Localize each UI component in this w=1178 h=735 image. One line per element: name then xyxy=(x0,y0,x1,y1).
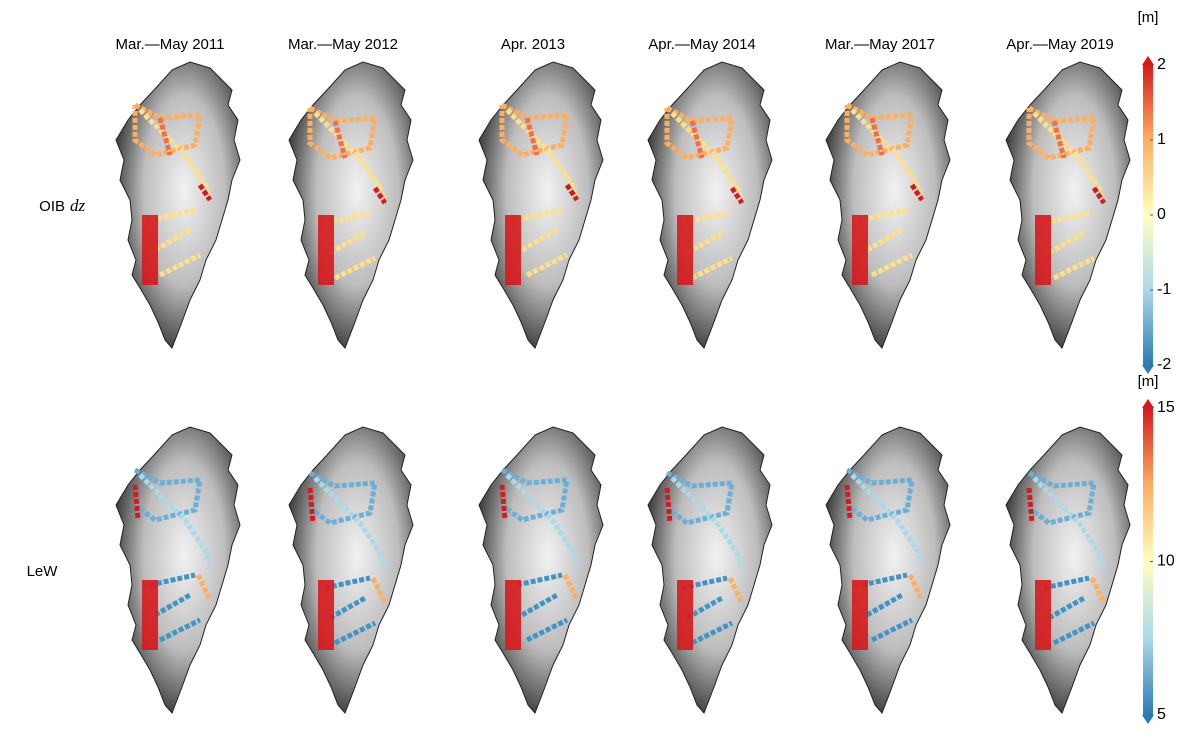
greenland-map xyxy=(826,427,950,713)
ice-sheet xyxy=(289,427,413,713)
greenland-map xyxy=(479,62,603,348)
anomaly-block xyxy=(677,215,693,285)
row-label: LeW xyxy=(27,563,59,580)
greenland-map xyxy=(1006,62,1130,348)
anomaly-block xyxy=(318,580,334,650)
colorbar-tick-label: 1 xyxy=(1157,131,1166,148)
colorbar-tick-label: 5 xyxy=(1157,706,1166,723)
anomaly-block xyxy=(142,215,158,285)
colorbar-tick-label: 0 xyxy=(1157,206,1166,223)
ice-sheet xyxy=(826,62,950,348)
colorbar-unit: [m] xyxy=(1138,9,1159,26)
greenland-map xyxy=(116,62,240,348)
colorbar-arrow xyxy=(1142,399,1154,408)
anomaly-block xyxy=(318,215,334,285)
anomaly-block xyxy=(142,580,158,650)
ice-sheet xyxy=(1006,62,1130,348)
column-title: Mar.—May 2017 xyxy=(825,36,935,53)
column-title: Apr. 2013 xyxy=(501,36,565,53)
anomaly-block xyxy=(1035,215,1051,285)
ice-sheet xyxy=(116,427,240,713)
ice-sheet xyxy=(826,427,950,713)
ice-sheet xyxy=(1006,427,1130,713)
column-title: Mar.—May 2012 xyxy=(288,36,398,53)
colorbar-tick-label: -2 xyxy=(1157,356,1171,373)
anomaly-block xyxy=(505,215,521,285)
colorbar-tick-label: 2 xyxy=(1157,56,1166,73)
colorbar-tick-label: 15 xyxy=(1157,399,1175,416)
anomaly-block xyxy=(505,580,521,650)
ice-sheet xyxy=(648,427,772,713)
colorbar-arrow xyxy=(1142,715,1154,724)
figure: OIB dz LeW Mar.—May 2011 Mar.—May 2012 Apr… xyxy=(0,0,1178,730)
anomaly-block xyxy=(677,580,693,650)
ice-sheet xyxy=(648,62,772,348)
greenland-map xyxy=(289,62,413,348)
greenland-map xyxy=(648,62,772,348)
ice-sheet xyxy=(289,62,413,348)
row-label-math: dz xyxy=(70,196,86,215)
greenland-map xyxy=(479,427,603,713)
ice-sheet xyxy=(479,427,603,713)
colorbar-unit: [m] xyxy=(1138,373,1159,390)
column-title: Mar.—May 2011 xyxy=(116,36,225,53)
ice-sheet xyxy=(116,62,240,348)
anomaly-block xyxy=(852,580,868,650)
colorbar-tick-label: -1 xyxy=(1157,281,1171,298)
greenland-map xyxy=(289,427,413,713)
greenland-map xyxy=(1006,427,1130,713)
greenland-map xyxy=(648,427,772,713)
row-label: OIB xyxy=(39,198,65,215)
column-title: Apr.—May 2019 xyxy=(1006,36,1114,53)
colorbar-arrow xyxy=(1142,56,1154,65)
greenland-map xyxy=(116,427,240,713)
column-title: Apr.—May 2014 xyxy=(648,36,756,53)
ice-sheet xyxy=(479,62,603,348)
anomaly-block xyxy=(1035,580,1051,650)
greenland-map xyxy=(826,62,950,348)
colorbar-tick-label: 10 xyxy=(1157,553,1175,570)
anomaly-block xyxy=(852,215,868,285)
